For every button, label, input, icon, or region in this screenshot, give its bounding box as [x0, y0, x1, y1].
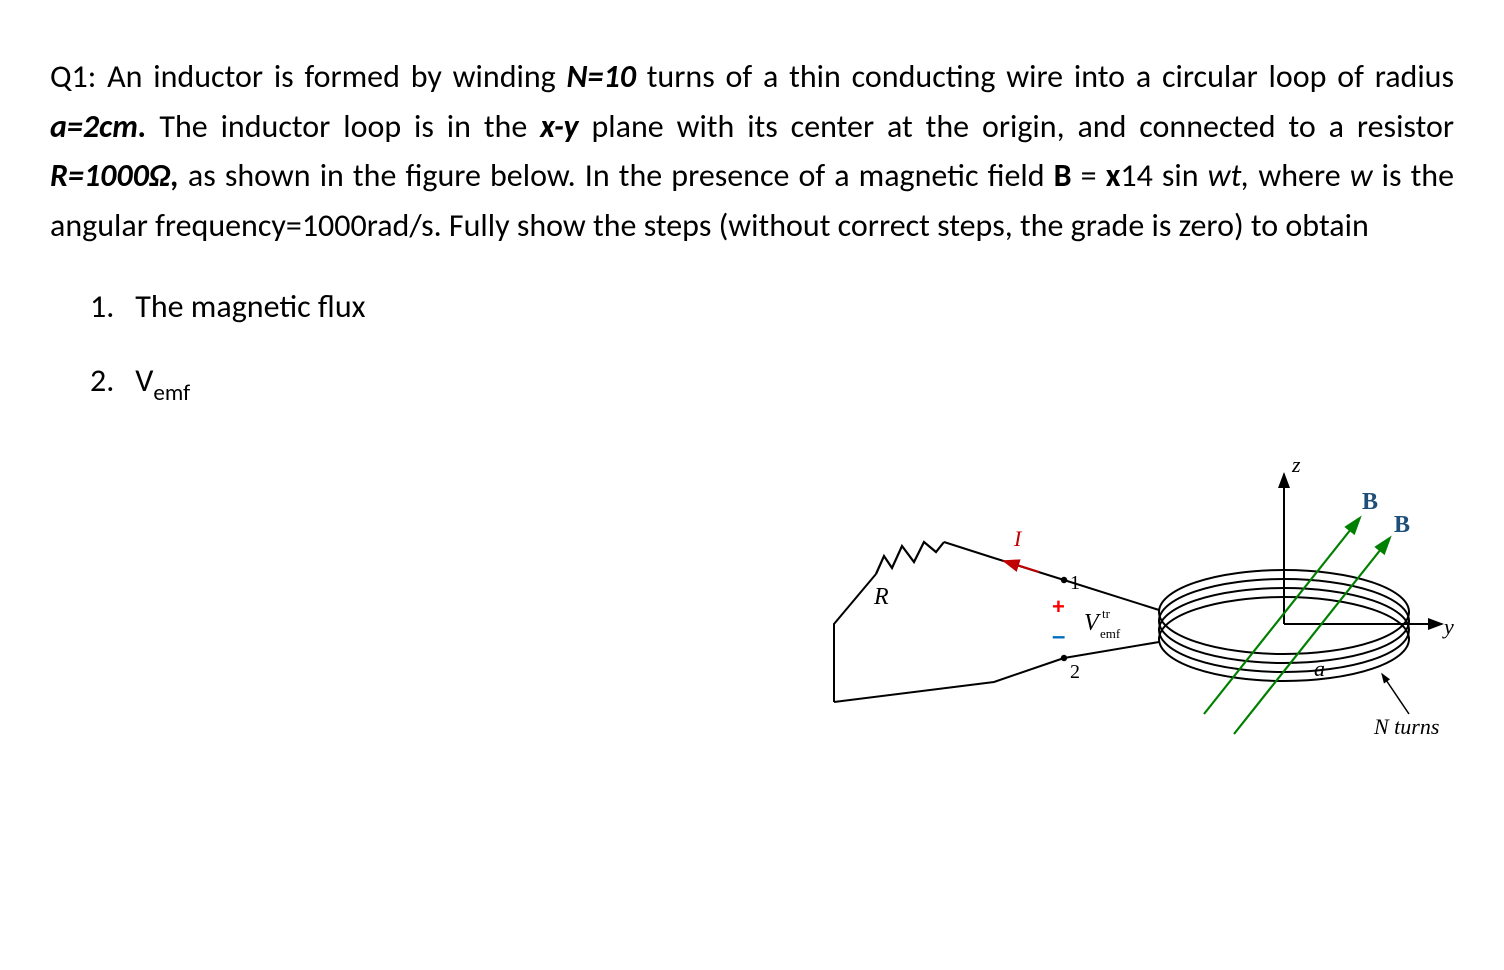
wire-bottom-rail: [834, 658, 1064, 702]
list-item-1: 1. The magnetic flux: [90, 282, 1454, 332]
z-label: z: [1291, 452, 1301, 477]
a-label: a: [1314, 656, 1325, 681]
list-v: V: [135, 361, 153, 400]
q-t3: The inductor loop is in the: [146, 107, 540, 146]
b-field-arrows: [1204, 519, 1389, 734]
list-v-sub: emf: [153, 379, 190, 407]
b-label-1: B: [1362, 489, 1378, 515]
svg-text:V: V: [1084, 610, 1101, 636]
circuit-figure: z y a N turns B B 1 2: [814, 434, 1454, 774]
list-item-2: 2. Vemf: [90, 356, 1454, 410]
q-t1: An inductor is formed by winding: [107, 57, 566, 96]
q-xvar: x: [1106, 156, 1121, 195]
q-t5: as shown in the figure below. In the pre…: [179, 156, 1054, 195]
svg-text:tr: tr: [1102, 606, 1111, 621]
list-num-2: 2.: [90, 356, 128, 406]
q-t6: =: [1072, 156, 1106, 195]
q-prefix: Q1:: [50, 57, 107, 96]
y-label: y: [1442, 614, 1454, 639]
question-paragraph: Q1: An inductor is formed by winding N=1…: [50, 52, 1454, 250]
q-avar: a=2cm.: [50, 107, 146, 146]
q-t8: where: [1249, 156, 1349, 195]
i-label: I: [1013, 526, 1023, 551]
list-num-1: 1.: [90, 282, 128, 332]
current-arrow: [1004, 561, 1039, 572]
nturns-label: N turns: [1373, 714, 1439, 739]
q-t2: turns of a thin conducting wire into a c…: [636, 57, 1454, 96]
q-nvar: N=10: [567, 57, 636, 96]
q-wtvar: wt,: [1208, 156, 1250, 195]
list-text-1: The magnetic flux: [135, 287, 365, 326]
minus-label: –: [1052, 623, 1065, 650]
b-label-2: B: [1394, 512, 1410, 538]
question-list: 1. The magnetic flux 2. Vemf: [50, 282, 1454, 410]
resistor: [876, 542, 944, 574]
q-t7: 14 sin: [1120, 156, 1207, 195]
q-rvar: R=1000Ω,: [50, 156, 179, 195]
wire-left-down: [834, 574, 876, 702]
vemf-label: V tr emf: [1084, 606, 1121, 641]
q-t4: plane with its center at the origin, and…: [579, 107, 1454, 146]
plus-label: +: [1052, 594, 1065, 619]
svg-text:emf: emf: [1100, 626, 1121, 641]
q-wvar: w: [1350, 156, 1373, 195]
nturns-leader: [1382, 674, 1409, 714]
r-label: R: [873, 584, 889, 610]
q-bvar: B: [1054, 156, 1072, 195]
terminal-2-label: 2: [1070, 661, 1080, 683]
wire-bot-from-coil: [1064, 642, 1159, 658]
terminal-1-label: 1: [1070, 572, 1080, 594]
q-xyvar: x-y: [540, 107, 578, 146]
